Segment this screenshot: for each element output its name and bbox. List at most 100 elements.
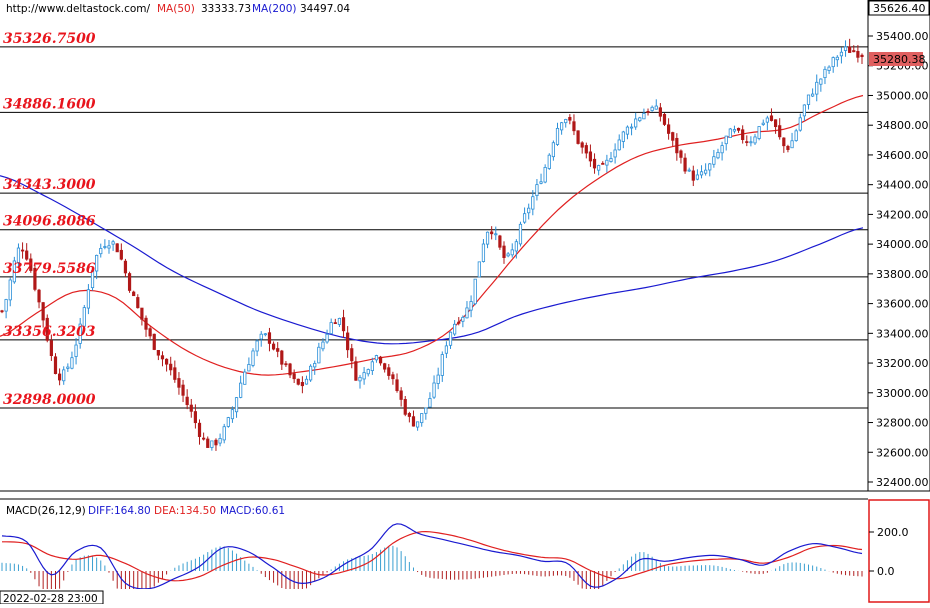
candle-down: [177, 378, 181, 388]
candle-up: [790, 140, 794, 149]
candle-up: [609, 158, 613, 162]
candle-down: [860, 54, 864, 58]
candle-up: [309, 365, 313, 381]
candle-up: [617, 139, 621, 151]
y-tick-label: 33000.00: [876, 387, 929, 400]
candle-down: [271, 343, 276, 350]
ma50-value: 33333.73: [201, 3, 251, 15]
candle-up: [543, 167, 547, 183]
candle-down: [576, 130, 580, 144]
candle-down: [164, 358, 169, 365]
candle-down: [662, 113, 667, 125]
candle-up: [547, 154, 551, 169]
candle-down: [667, 124, 671, 134]
candle-down: [354, 361, 358, 381]
candle-down: [169, 363, 173, 371]
macd-macd-label: MACD:60.61: [220, 505, 285, 517]
y-tick-label: 32800.00: [876, 417, 929, 430]
y-tick-label: 34600.00: [876, 149, 929, 162]
candle-up: [564, 119, 568, 124]
candle-up: [325, 333, 329, 343]
candle-down: [350, 348, 354, 362]
level-label: 34343.3000: [3, 177, 96, 193]
candle-down: [214, 439, 218, 446]
candle-down: [123, 260, 128, 274]
macd-dea-line: [2, 530, 863, 582]
candle-down: [387, 367, 391, 376]
candle-down: [745, 141, 749, 144]
candle-down: [284, 363, 288, 366]
candle-up: [428, 398, 432, 408]
macd-tick-label-200: 200.0: [877, 526, 909, 539]
candle-down: [658, 107, 662, 117]
level-label: 32898.0000: [3, 392, 96, 408]
candle-down: [173, 367, 177, 380]
candle-down: [675, 137, 679, 154]
candle-down: [782, 137, 786, 147]
candle-up: [815, 81, 819, 95]
candle-down: [202, 437, 206, 440]
candle-up: [103, 246, 107, 248]
candle-up: [732, 129, 737, 132]
candle-up: [4, 299, 8, 312]
candle-up: [230, 409, 235, 420]
candle-up: [761, 122, 765, 125]
candle-up: [469, 301, 473, 311]
candle-down: [691, 170, 695, 181]
candle-up: [111, 241, 115, 245]
macd-axis-panel: [868, 499, 930, 603]
candle-up: [506, 253, 510, 257]
candle-up: [704, 169, 708, 174]
candle-up: [251, 350, 255, 366]
candle-up: [263, 333, 267, 336]
candle-up: [16, 247, 21, 263]
ma200-label: MA(200): [252, 3, 296, 15]
candle-down: [140, 307, 144, 320]
candle-down: [300, 381, 304, 387]
candle-up: [317, 346, 321, 364]
candle-down: [45, 317, 49, 341]
y-tick-label: 34000.00: [876, 238, 929, 251]
candle-up: [234, 397, 239, 413]
candle-up: [605, 159, 609, 166]
candle-down: [671, 132, 675, 141]
candle-up: [74, 344, 78, 357]
price-pane[interactable]: [0, 0, 868, 491]
macd-diff-line: [1, 523, 863, 589]
candle-down: [37, 289, 41, 303]
candle-up: [440, 354, 444, 376]
candle-down: [189, 404, 193, 412]
candle-down: [115, 243, 119, 253]
level-label: 35326.7500: [3, 31, 96, 47]
candle-up: [638, 117, 642, 122]
candle-up: [597, 165, 601, 171]
candle-up: [436, 374, 440, 384]
candle-up: [613, 149, 617, 158]
y-tick-label: 34800.00: [876, 119, 929, 132]
y-tick-label: 32400.00: [876, 476, 929, 489]
last-price-label: 35280.38: [873, 53, 926, 66]
candle-up: [539, 181, 543, 184]
candle-down: [769, 115, 774, 121]
source-url: http://www.deltastock.com/: [6, 3, 151, 15]
candle-down: [391, 374, 395, 380]
candle-up: [708, 163, 712, 171]
candle-up: [634, 118, 638, 128]
candle-up: [444, 345, 449, 354]
candle-up: [687, 169, 691, 172]
candle-down: [773, 119, 778, 128]
candle-up: [749, 141, 753, 144]
candle-up: [82, 307, 86, 327]
candle-down: [568, 117, 572, 121]
candle-down: [127, 273, 132, 291]
candle-up: [560, 122, 564, 131]
candle-up: [551, 142, 555, 158]
candle-up: [806, 94, 811, 105]
candle-up: [699, 171, 704, 176]
candle-up: [555, 127, 560, 145]
candle-down: [136, 297, 140, 309]
candle-down: [29, 258, 33, 271]
ma200-value: 34497.04: [300, 3, 350, 15]
candle-down: [856, 50, 860, 58]
